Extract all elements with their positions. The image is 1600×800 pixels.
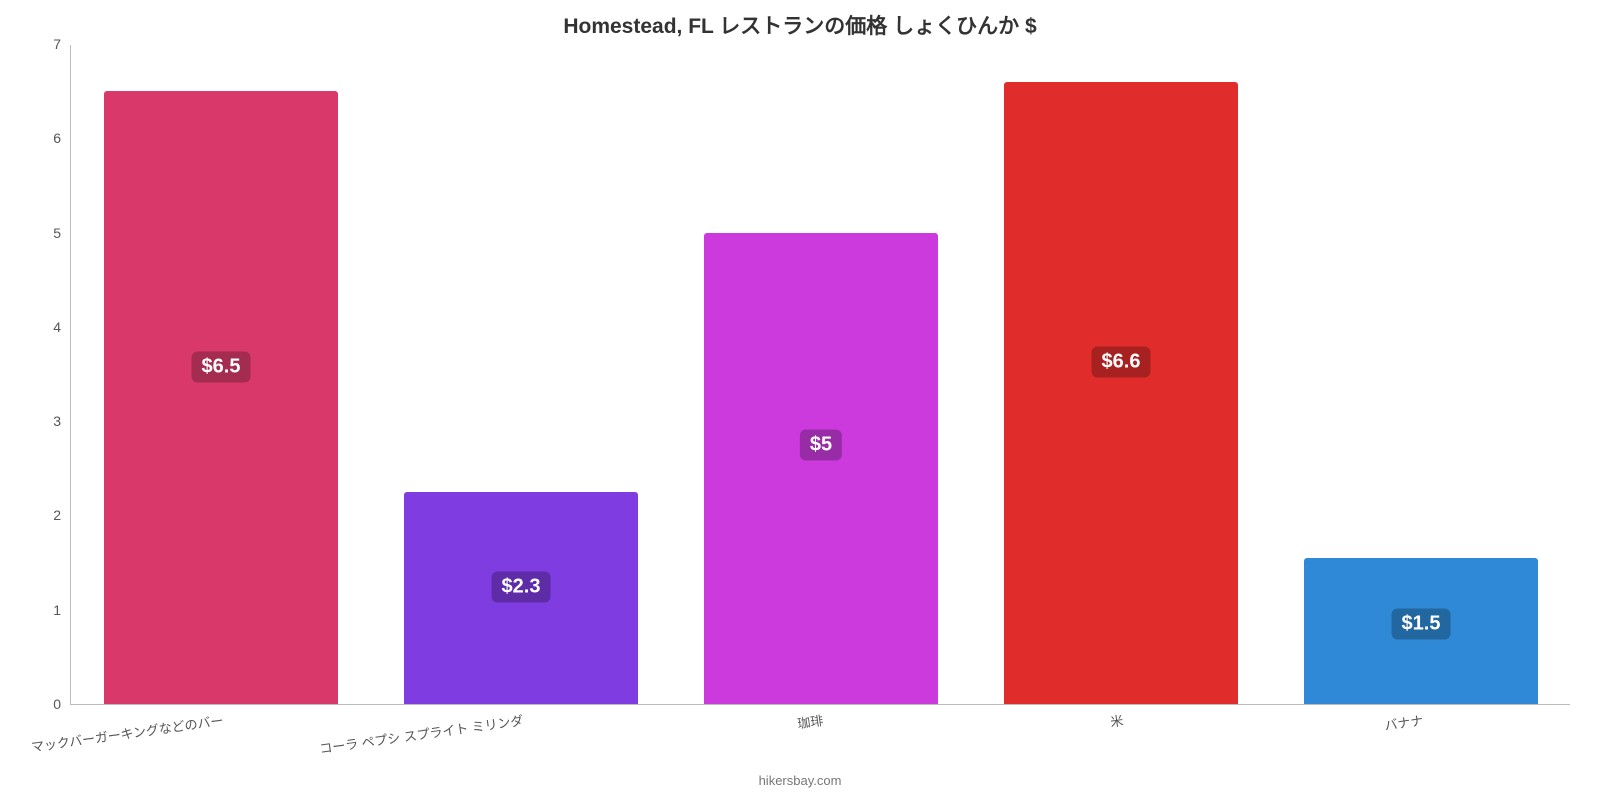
bar-value-label: $6.5 bbox=[192, 351, 251, 382]
bar-value-label: $6.6 bbox=[1092, 346, 1151, 377]
x-axis-label: 珈琲 bbox=[795, 704, 824, 732]
chart-footer: hikersbay.com bbox=[0, 773, 1600, 788]
x-axis-label: バナナ bbox=[1382, 704, 1424, 734]
bar-value-label: $5 bbox=[800, 429, 842, 460]
y-axis-tick: 7 bbox=[31, 36, 61, 52]
bar bbox=[704, 233, 938, 704]
plot-area: 01234567$6.5マックバーガーキングなどのバー$2.3コーラ ペプシ ス… bbox=[70, 45, 1570, 705]
y-axis-tick: 2 bbox=[31, 507, 61, 523]
bar bbox=[104, 91, 338, 704]
y-axis-tick: 3 bbox=[31, 413, 61, 429]
bar-value-label: $2.3 bbox=[492, 572, 551, 603]
chart-title: Homestead, FL レストランの価格 しょくひんか $ bbox=[0, 10, 1600, 40]
y-axis-tick: 4 bbox=[31, 319, 61, 335]
bar-value-label: $1.5 bbox=[1392, 608, 1451, 639]
x-axis-label: 米 bbox=[1108, 704, 1124, 731]
x-axis-label: コーラ ペプシ スプライト ミリンダ bbox=[317, 704, 524, 757]
bar bbox=[1004, 82, 1238, 704]
y-axis-tick: 0 bbox=[31, 696, 61, 712]
y-axis-tick: 6 bbox=[31, 130, 61, 146]
y-axis-tick: 1 bbox=[31, 602, 61, 618]
price-bar-chart: Homestead, FL レストランの価格 しょくひんか $ 01234567… bbox=[0, 0, 1600, 800]
y-axis-tick: 5 bbox=[31, 225, 61, 241]
